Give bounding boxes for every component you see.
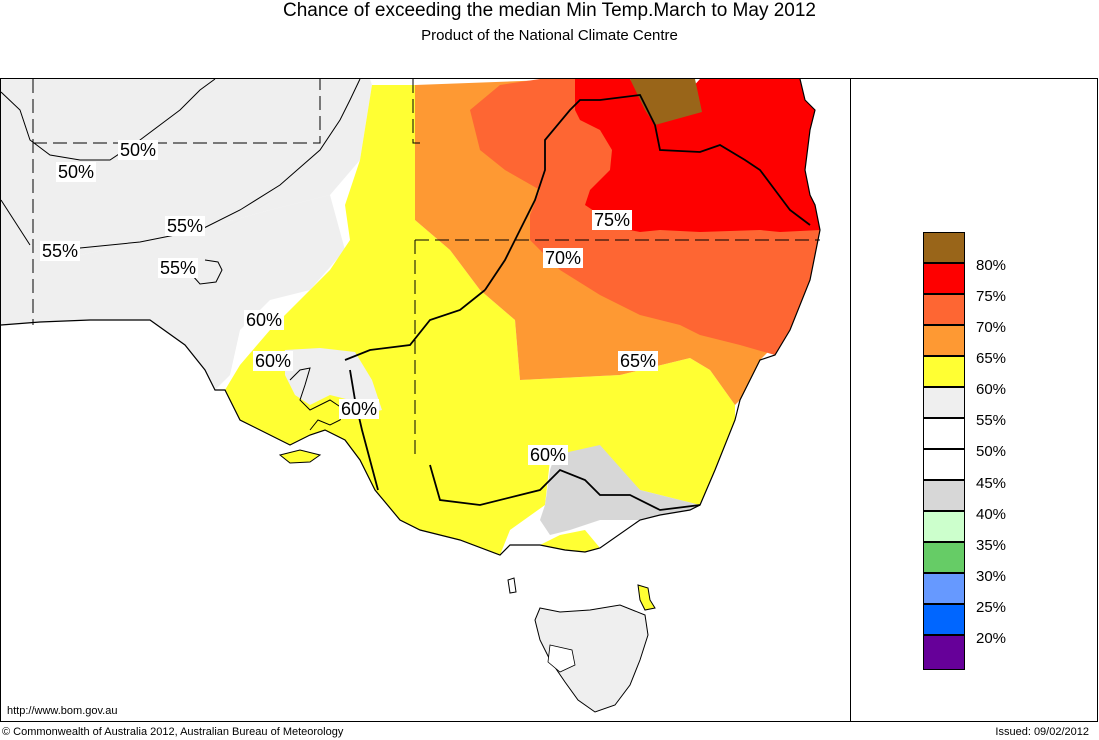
- state-border-sa-vic: [349, 369, 379, 491]
- tasmania: [534, 604, 649, 713]
- contour-55-b: [191, 259, 223, 285]
- legend-swatch-40: [923, 480, 965, 511]
- zone-60-coast: [540, 530, 600, 552]
- legend-swatch-80: [923, 232, 965, 263]
- legend-swatch-30: [923, 542, 965, 573]
- legend-swatch-50: [923, 418, 965, 449]
- state-border-qld-nsw: [484, 94, 811, 291]
- contour-55-a: [79, 78, 361, 249]
- contour-label-60-c: 60%: [339, 399, 380, 419]
- coastline: [0, 78, 821, 556]
- legend-label-55: 55%: [976, 412, 1007, 429]
- legend-swatch-55: [923, 387, 965, 418]
- zone-75: [575, 79, 820, 232]
- king-island: [507, 577, 517, 594]
- contour-label-55-c: 55%: [158, 258, 199, 278]
- contour-label-55-b: 55%: [40, 241, 81, 261]
- zone-80: [630, 79, 702, 125]
- tasmania-white-core: [547, 644, 576, 673]
- state-border-vic-nsw: [429, 464, 701, 511]
- contour-label-60-a: 60%: [244, 310, 285, 330]
- legend-swatch-65: [923, 325, 965, 356]
- contour-label-75: 75%: [592, 210, 633, 230]
- legend-swatch-75: [923, 263, 965, 294]
- legend-label-20: 20%: [976, 630, 1007, 647]
- legend-swatch-70: [923, 294, 965, 325]
- map-subtitle: Product of the National Climate Centre: [421, 27, 678, 44]
- legend-label-65: 65%: [976, 350, 1007, 367]
- issued-date: Issued: 09/02/2012: [995, 726, 1089, 738]
- legend-label-70: 70%: [976, 319, 1007, 336]
- zone-55-west-lower: [1, 195, 345, 390]
- legend-label-60: 60%: [976, 381, 1007, 398]
- contour-label-50-b: 50%: [56, 162, 97, 182]
- legend-swatch-15: [923, 635, 965, 670]
- legend-label-50: 50%: [976, 443, 1007, 460]
- zone-60-main: [225, 85, 735, 555]
- contour-50-b: [0, 199, 31, 246]
- probability-map: [0, 78, 1098, 722]
- kangaroo-island: [278, 449, 322, 464]
- legend-swatch-25: [923, 573, 965, 604]
- legend-label-25: 25%: [976, 599, 1007, 616]
- legend-label-75: 75%: [976, 288, 1007, 305]
- contour-label-55-a: 55%: [165, 216, 206, 236]
- copyright-text: © Commonwealth of Australia 2012, Austra…: [2, 726, 344, 738]
- flinders-island: [637, 584, 656, 611]
- legend-swatch-35: [923, 511, 965, 542]
- zone-55-west: [1, 79, 372, 255]
- dashed-border-sa-qld: [412, 79, 420, 144]
- gulf-coast: [289, 367, 346, 431]
- contour-label-65: 65%: [618, 351, 659, 371]
- legend-label-30: 30%: [976, 568, 1007, 585]
- zone-45: [540, 445, 700, 535]
- dashed-border-nt-sa: [33, 79, 321, 144]
- map-title: Chance of exceeding the median Min Temp.…: [282, 0, 816, 21]
- legend-swatch-20: [923, 604, 965, 635]
- bom-url-link[interactable]: http://www.bom.gov.au: [7, 705, 118, 717]
- contour-label-50-a: 50%: [118, 140, 159, 160]
- legend-label-35: 35%: [976, 537, 1007, 554]
- legend-label-80: 80%: [976, 257, 1007, 274]
- contour-label-70: 70%: [543, 248, 584, 268]
- contour-label-60-d: 60%: [528, 445, 569, 465]
- legend-swatch-45: [923, 449, 965, 480]
- legend-swatch-60: [923, 356, 965, 387]
- contour-50-a: [0, 78, 216, 161]
- legend-label-40: 40%: [976, 506, 1007, 523]
- state-border-nsw-south: [344, 289, 486, 361]
- contour-label-60-b: 60%: [253, 351, 294, 371]
- legend-label-45: 45%: [976, 475, 1007, 492]
- zone-55-gulf: [285, 348, 382, 415]
